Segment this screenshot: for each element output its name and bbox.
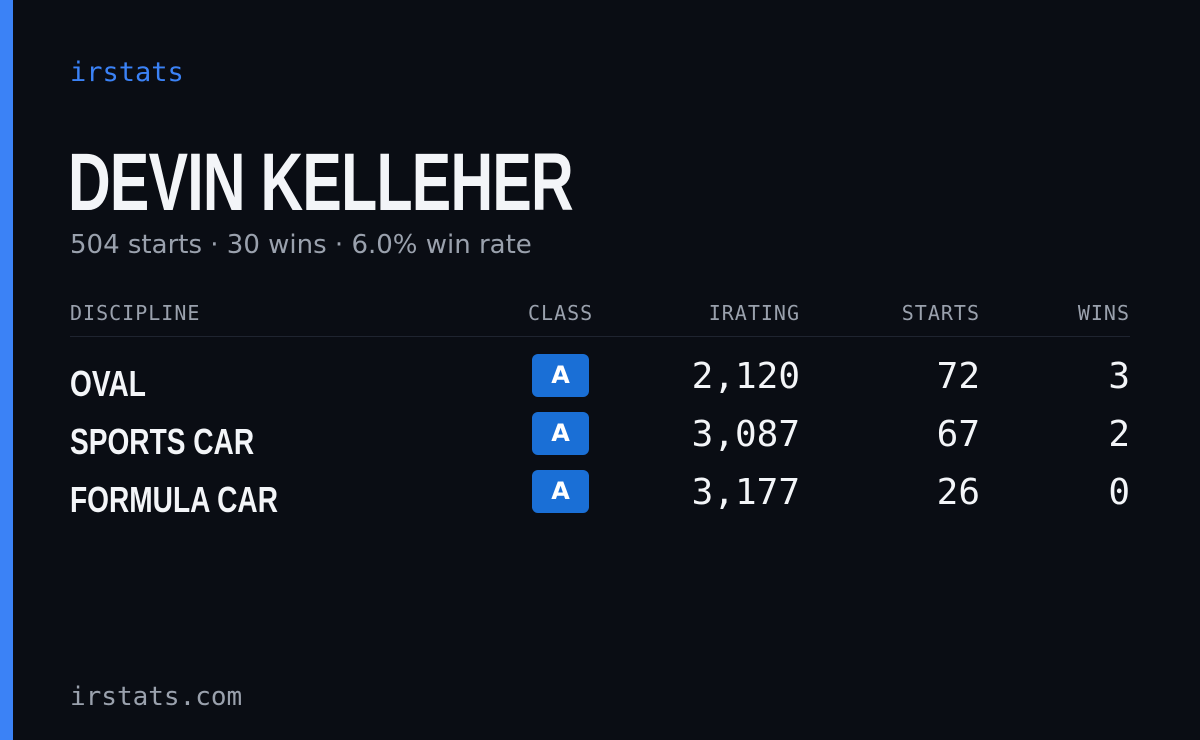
license-stats-table: DISCIPLINE CLASS IRATING STARTS WINS OVA… xyxy=(70,296,1130,520)
column-header-class: CLASS xyxy=(528,301,594,325)
irating-value: 3,087 xyxy=(691,414,800,455)
license-class-badge: A xyxy=(532,354,589,397)
driver-name: DEVIN KELLEHER xyxy=(68,137,574,228)
wins-value: 0 xyxy=(1108,472,1130,513)
table-header: DISCIPLINE CLASS IRATING STARTS WINS xyxy=(70,296,1130,337)
starts-value: 26 xyxy=(936,472,980,513)
wins-value: 3 xyxy=(1108,356,1130,397)
discipline-name: FORMULA CAR xyxy=(70,479,278,520)
footer-domain-link[interactable]: irstats.com xyxy=(70,682,243,712)
table-row: FORMULA CAR A 3,177 26 0 xyxy=(70,470,1130,528)
brand-logo[interactable]: irstats xyxy=(70,57,184,88)
irating-value: 3,177 xyxy=(691,472,800,513)
accent-bar xyxy=(0,0,13,740)
license-class-badge: A xyxy=(532,412,589,455)
discipline-name: OVAL xyxy=(70,363,146,404)
license-class-badge: A xyxy=(532,470,589,513)
starts-value: 67 xyxy=(936,414,980,455)
column-header-wins: WINS xyxy=(1077,301,1130,325)
starts-value: 72 xyxy=(936,356,980,397)
column-header-starts: STARTS xyxy=(901,301,980,325)
table-row: SPORTS CAR A 3,087 67 2 xyxy=(70,412,1130,470)
column-header-discipline: DISCIPLINE xyxy=(70,301,201,325)
career-summary: 504 starts · 30 wins · 6.0% win rate xyxy=(70,230,532,260)
table-row: OVAL A 2,120 72 3 xyxy=(70,354,1130,412)
wins-value: 2 xyxy=(1108,414,1130,455)
discipline-name: SPORTS CAR xyxy=(70,421,255,462)
column-header-irating: IRATING xyxy=(708,301,800,325)
irating-value: 2,120 xyxy=(691,356,800,397)
